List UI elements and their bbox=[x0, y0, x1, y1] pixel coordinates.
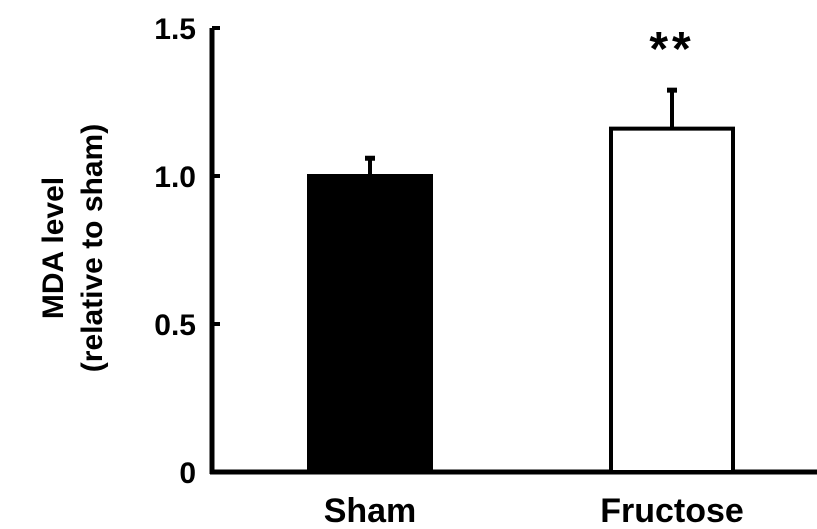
category-label: Fructose bbox=[600, 492, 744, 529]
bar-sham bbox=[307, 174, 433, 474]
y-tick-label: 0 bbox=[179, 457, 196, 490]
y-tick-label: 1.0 bbox=[154, 161, 196, 194]
y-tick-label: 1.5 bbox=[154, 13, 196, 46]
bars: ** bbox=[307, 23, 735, 474]
y-ticks: 0 0.5 1.0 1.5 bbox=[154, 13, 220, 490]
significance-label: ** bbox=[649, 23, 694, 76]
category-labels: Sham Fructose bbox=[324, 492, 744, 529]
y-axis-title-line2: (relative to sham) bbox=[76, 124, 109, 372]
y-tick-label: 0.5 bbox=[154, 309, 196, 342]
y-axis-title-line1: MDA level bbox=[37, 177, 70, 319]
bar-fructose bbox=[609, 126, 735, 474]
category-label: Sham bbox=[324, 492, 417, 529]
